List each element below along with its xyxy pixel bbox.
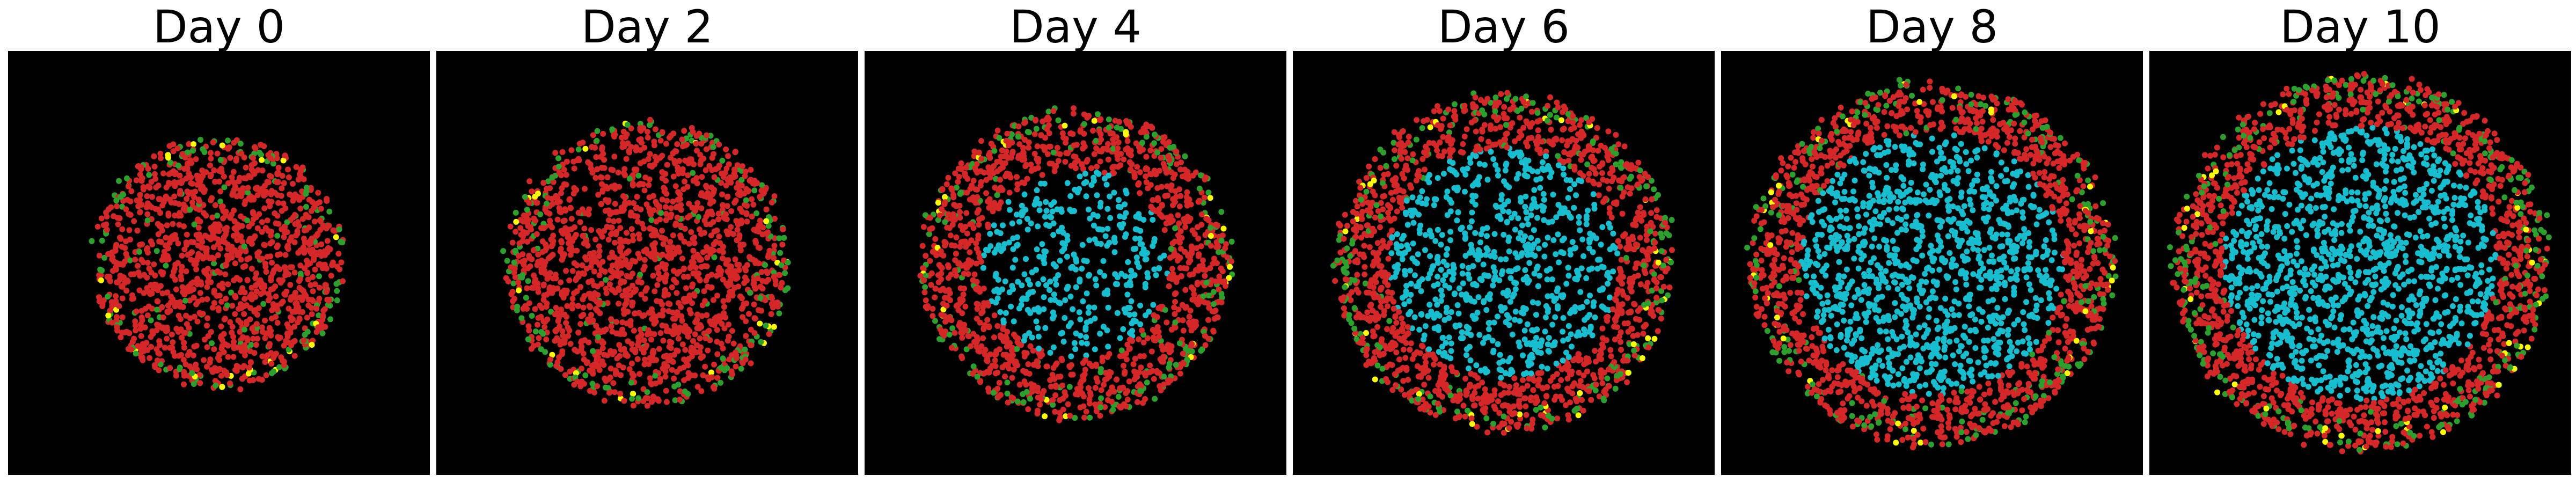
panel-title: Day 8 (1865, 1, 1998, 53)
panel-day-10: Day 10 (2149, 0, 2571, 483)
cell-scatter (2149, 51, 2571, 475)
panel-title: Day 0 (152, 1, 285, 53)
cell-scatter (1293, 51, 1715, 475)
cell-scatter (436, 51, 858, 475)
panel-title: Day 2 (581, 1, 713, 53)
panel-day-4: Day 4 (865, 0, 1286, 483)
cell-points (89, 137, 346, 392)
cell-points (917, 105, 1235, 423)
cell-scatter (8, 51, 430, 475)
cell-points (2167, 71, 2552, 455)
panel-day-2: Day 2 (436, 0, 858, 483)
cell-points (500, 116, 791, 409)
cell-scatter (1721, 51, 2143, 475)
panel-title: Day 4 (1009, 1, 1141, 53)
panel-title: Day 6 (1437, 1, 1570, 53)
panel-day-6: Day 6 (1293, 0, 1715, 483)
panel-day-8: Day 8 (1721, 0, 2143, 483)
panel-title: Day 10 (2280, 1, 2441, 53)
canvas-background (436, 51, 858, 475)
cell-points (1744, 77, 2119, 451)
panel-day-0: Day 0 (8, 0, 430, 483)
cell-points (1330, 90, 1675, 436)
canvas-background (8, 51, 430, 475)
cell-scatter (865, 51, 1286, 475)
